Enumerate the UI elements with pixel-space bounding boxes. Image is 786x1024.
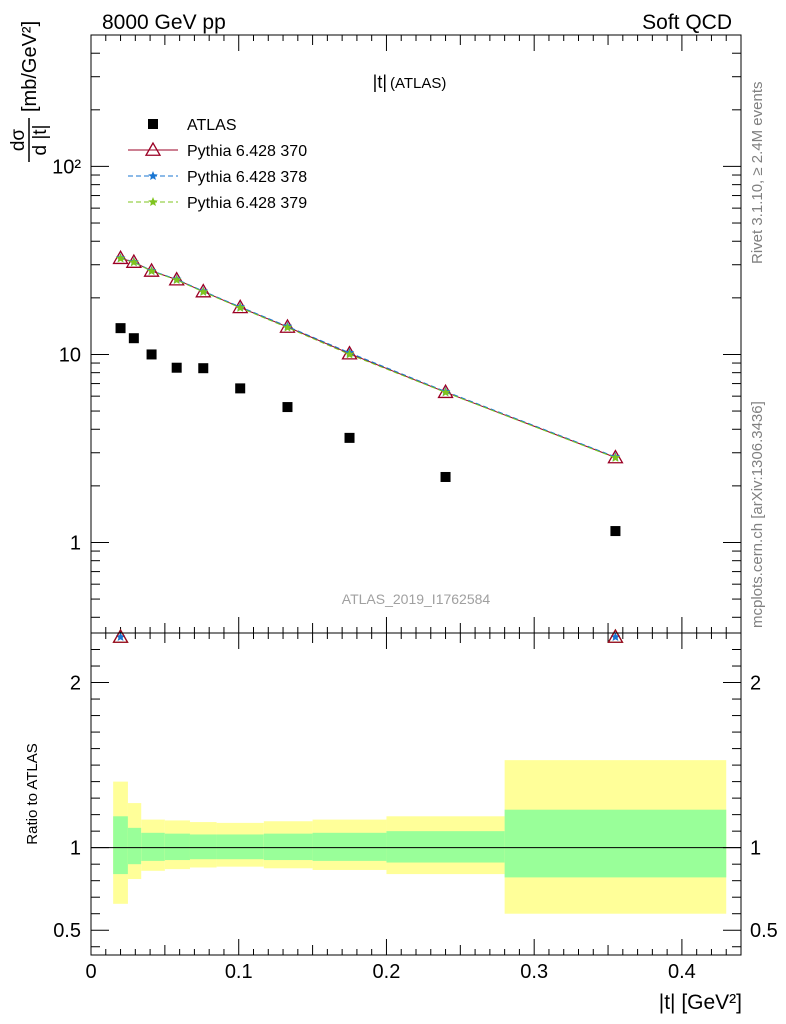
ratio-y-tick-label-left-1: 1: [70, 838, 81, 860]
series-0-point-9: [610, 526, 621, 537]
ratio-y-tick-label-right-2: 2: [750, 673, 761, 695]
ratio-370-point-0: [112, 628, 129, 643]
series-3-point-3: [171, 275, 182, 284]
y-axis-title-bottom: Ratio to ATLAS: [24, 743, 41, 844]
ratio-378-point-1: [610, 632, 621, 641]
series-0-point-4: [198, 363, 209, 374]
stat-band-bin-9: [504, 809, 727, 878]
series-3-point-1: [129, 257, 139, 267]
legend-label-3: Pythia 6.428 379: [187, 195, 307, 212]
ratio-378-point-0: [115, 632, 126, 641]
legend-label-2: Pythia 6.428 378: [187, 169, 307, 186]
legend: ATLAS Pythia 6.428 370 Pythia 6.428 378 Pyt…: [128, 117, 307, 212]
series-3-point-4: [198, 286, 208, 296]
ylabel-denominator: d |t|: [30, 125, 51, 156]
ylabel-unit: [mb/GeV²]: [19, 21, 41, 112]
series-0-point-1: [128, 333, 139, 344]
series-2: [115, 252, 621, 461]
series-0-point-0: [115, 323, 126, 334]
y-tick-label-top-2: 10²: [52, 156, 81, 178]
ylabel-numerator: dσ: [8, 129, 29, 152]
series-0-point-8: [440, 471, 451, 482]
series-3: [115, 253, 621, 462]
x-tick-label-1: 0.1: [225, 961, 253, 983]
series-3-point-0: [115, 253, 126, 263]
legend-marker-1: [144, 141, 162, 156]
series-0-point-2: [146, 349, 157, 360]
y-axis-title-top: dσ d |t| [mb/GeV²]: [8, 21, 51, 162]
stat-band-bin-2: [141, 832, 165, 861]
series-line-3: [120, 258, 616, 459]
y-tick-label-top-0: 1: [70, 532, 81, 554]
stat-band-bin-1: [127, 827, 142, 865]
series-0-point-5: [235, 383, 246, 394]
x-tick-label-2: 0.2: [373, 961, 401, 983]
stat-band-bin-8: [386, 831, 505, 863]
bottom-panel-frame: [90, 632, 742, 956]
stat-band-bin-4: [189, 834, 217, 860]
header-left: 8000 GeV pp: [102, 11, 226, 34]
watermark-analysis: ATLAS_2019_I1762584: [342, 591, 491, 607]
plot-title-sub: (ATLAS): [390, 75, 446, 92]
legend-marker-0: [148, 119, 158, 129]
rivet-info: Rivet 3.1.10, ≥ 2.4M events: [749, 82, 766, 265]
series-line-2: [120, 257, 616, 458]
ratio-y-tick-label-left-2: 2: [70, 673, 81, 695]
stat-band-bin-6: [263, 833, 313, 861]
header-right: Soft QCD: [642, 11, 732, 34]
stat-band-bin-0: [113, 816, 128, 875]
stat-band-bin-5: [216, 834, 264, 860]
series-0-point-6: [282, 402, 293, 413]
stat-band-bin-3: [164, 833, 190, 861]
series-3-point-9: [610, 452, 621, 462]
series-3-point-7: [344, 349, 355, 359]
stat-band-bin-7: [312, 832, 387, 861]
ratio-370-point-1: [607, 628, 624, 643]
y-tick-label-top-1: 10: [59, 344, 81, 366]
ratio-y-tick-label-left-0: 0.5: [53, 920, 81, 942]
x-axis-title: |t| [GeV²]: [659, 991, 742, 1014]
x-tick-label-0: 0: [85, 961, 96, 983]
x-tick-label-4: 0.4: [668, 961, 696, 983]
series-3-point-6: [282, 322, 293, 332]
ratio-y-tick-label-right-0: 0.5: [750, 920, 778, 942]
x-tick-label-3: 0.3: [520, 961, 548, 983]
series-3-point-2: [146, 266, 157, 276]
legend-label-0: ATLAS: [187, 117, 237, 134]
series-3-point-5: [235, 302, 245, 312]
legend-label-1: Pythia 6.428 370: [187, 143, 307, 160]
plot-title-main: |t|: [373, 72, 387, 92]
series-0-point-7: [344, 432, 355, 443]
series-0: [115, 323, 621, 537]
legend-marker-3: [148, 197, 158, 206]
mcplots-info: mcplots.cern.ch [arXiv:1306.3436]: [749, 401, 766, 628]
series-3-point-8: [440, 387, 451, 397]
series-0-point-3: [171, 362, 182, 373]
ratio-y-tick-label-right-1: 1: [750, 838, 761, 860]
legend-marker-2: [148, 171, 158, 180]
